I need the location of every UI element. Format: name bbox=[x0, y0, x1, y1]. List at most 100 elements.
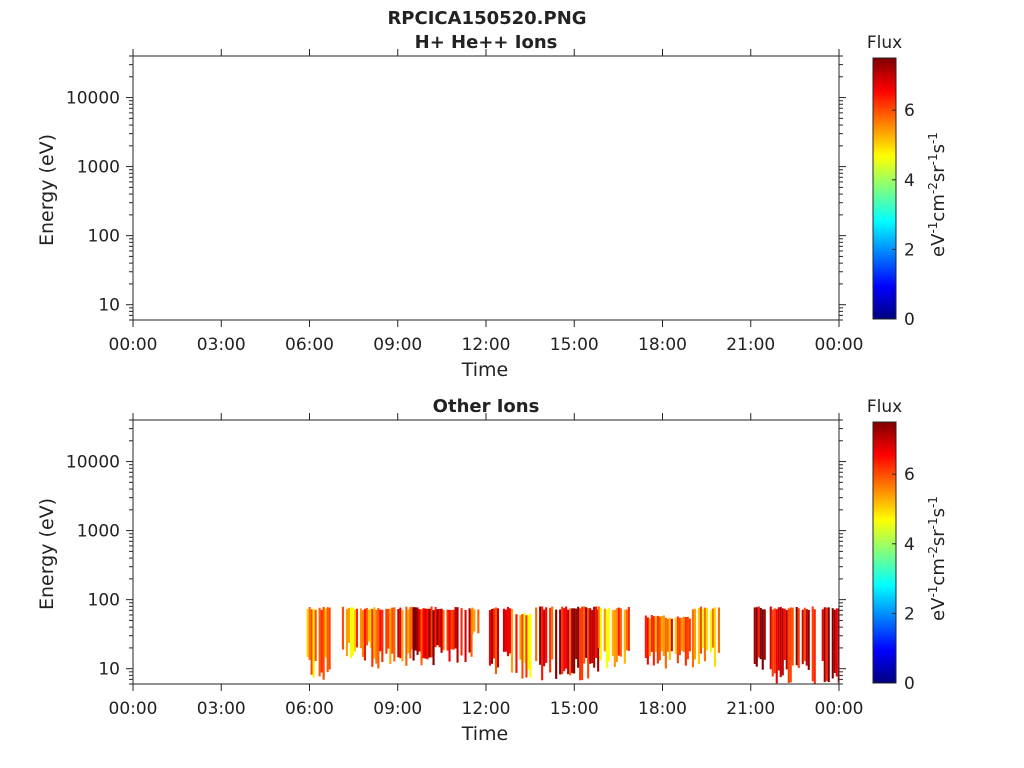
flux-streak bbox=[473, 609, 476, 632]
x-tick-label: 09:00 bbox=[373, 335, 422, 355]
flux-streak bbox=[579, 608, 582, 681]
flux-streak bbox=[490, 609, 493, 664]
flux-streak bbox=[674, 617, 677, 654]
flux-streak bbox=[523, 612, 526, 663]
colorbar-title: Flux bbox=[867, 33, 902, 53]
flux-streak bbox=[701, 608, 704, 649]
flux-streak bbox=[428, 608, 431, 658]
flux-streak bbox=[454, 607, 457, 649]
flux-streak bbox=[549, 607, 552, 673]
flux-streak bbox=[393, 607, 396, 662]
flux-streak bbox=[426, 608, 429, 660]
flux-streak bbox=[397, 609, 400, 658]
flux-streak bbox=[361, 610, 364, 657]
flux-data bbox=[306, 606, 839, 684]
flux-streak bbox=[652, 616, 655, 666]
plot-frame bbox=[132, 419, 840, 685]
x-tick-label: 03:00 bbox=[197, 335, 246, 355]
unit-base: cm bbox=[928, 194, 949, 221]
flux-streak bbox=[373, 607, 376, 659]
flux-streak bbox=[773, 608, 776, 674]
flux-streak bbox=[308, 607, 311, 660]
x-tick-label: 15:00 bbox=[550, 699, 599, 719]
y-tick-label: 10000 bbox=[66, 453, 120, 473]
x-tick-label: 00:00 bbox=[109, 335, 158, 355]
flux-streak bbox=[688, 618, 691, 652]
flux-block bbox=[753, 606, 839, 684]
colorbar-unit-label: eV-1cm-2sr-1s-1 bbox=[926, 496, 949, 621]
flux-streak bbox=[791, 607, 794, 666]
flux-streak bbox=[349, 607, 352, 659]
flux-streak bbox=[686, 616, 689, 660]
colorbar-tick-label: 0 bbox=[904, 310, 915, 330]
flux-streak bbox=[527, 614, 530, 670]
flux-streak bbox=[515, 614, 518, 673]
flux-streak bbox=[571, 608, 574, 674]
flux-streak bbox=[420, 609, 423, 666]
flux-streak bbox=[569, 608, 572, 676]
y-tick-label: 10 bbox=[98, 660, 120, 680]
flux-streak bbox=[436, 609, 439, 646]
flux-streak bbox=[611, 610, 614, 656]
flux-streak bbox=[446, 609, 449, 651]
plot-frame bbox=[132, 55, 840, 321]
flux-streak bbox=[682, 616, 685, 652]
colorbar-gradient bbox=[872, 57, 897, 320]
flux-streak bbox=[422, 608, 425, 659]
flux-streak bbox=[567, 609, 570, 675]
flux-streak bbox=[757, 606, 760, 658]
flux-streak bbox=[697, 607, 700, 665]
flux-streak bbox=[654, 616, 657, 652]
flux-streak bbox=[541, 606, 544, 681]
flux-streak bbox=[680, 617, 683, 651]
unit-base: eV bbox=[928, 597, 949, 621]
flux-streak bbox=[666, 618, 669, 652]
x-tick-label: 21:00 bbox=[726, 335, 775, 355]
flux-streak bbox=[351, 607, 354, 656]
unit-exponent: -2 bbox=[926, 182, 940, 194]
flux-streak bbox=[759, 608, 762, 660]
flux-streak bbox=[575, 608, 578, 660]
flux-streak bbox=[387, 609, 390, 649]
flux-streak bbox=[414, 607, 417, 651]
x-tick-label: 00:00 bbox=[109, 699, 158, 719]
flux-streak bbox=[805, 609, 808, 666]
flux-streak bbox=[502, 608, 505, 652]
x-tick-label: 18:00 bbox=[638, 699, 687, 719]
flux-streak bbox=[811, 606, 814, 682]
flux-streak bbox=[821, 609, 824, 661]
flux-streak bbox=[411, 606, 414, 650]
flux-streak bbox=[488, 610, 491, 666]
flux-streak bbox=[713, 607, 716, 667]
colorbar-tick-label: 2 bbox=[904, 240, 915, 260]
flux-streak bbox=[506, 606, 509, 657]
flux-streak bbox=[593, 606, 596, 668]
flux-streak bbox=[464, 610, 467, 662]
flux-streak bbox=[615, 608, 618, 662]
x-tick-label: 12:00 bbox=[462, 699, 511, 719]
flux-streak bbox=[617, 607, 620, 656]
y-tick-label: 1000 bbox=[77, 522, 120, 542]
flux-streak bbox=[699, 606, 702, 654]
flux-streak bbox=[391, 607, 394, 654]
flux-streak bbox=[711, 608, 714, 648]
panel-1: H+ He++ Ions 10 100 1000 10000 00:00 03:00 06:0… bbox=[36, 32, 949, 381]
flux-streak bbox=[460, 608, 463, 656]
flux-streak bbox=[314, 609, 317, 661]
flux-streak bbox=[585, 607, 588, 658]
flux-streak bbox=[389, 608, 392, 664]
flux-streak bbox=[755, 607, 758, 667]
flux-streak bbox=[399, 607, 402, 659]
flux-streak bbox=[825, 607, 828, 681]
flux-streak bbox=[589, 608, 592, 664]
unit-base: sr bbox=[928, 529, 949, 546]
flux-streak bbox=[407, 609, 410, 654]
flux-streak bbox=[519, 615, 522, 660]
flux-streak bbox=[430, 606, 433, 658]
flux-streak bbox=[658, 616, 661, 661]
flux-streak bbox=[525, 615, 528, 678]
flux-streak bbox=[650, 615, 653, 652]
flux-streak bbox=[318, 607, 321, 677]
flux-streak bbox=[355, 608, 358, 648]
